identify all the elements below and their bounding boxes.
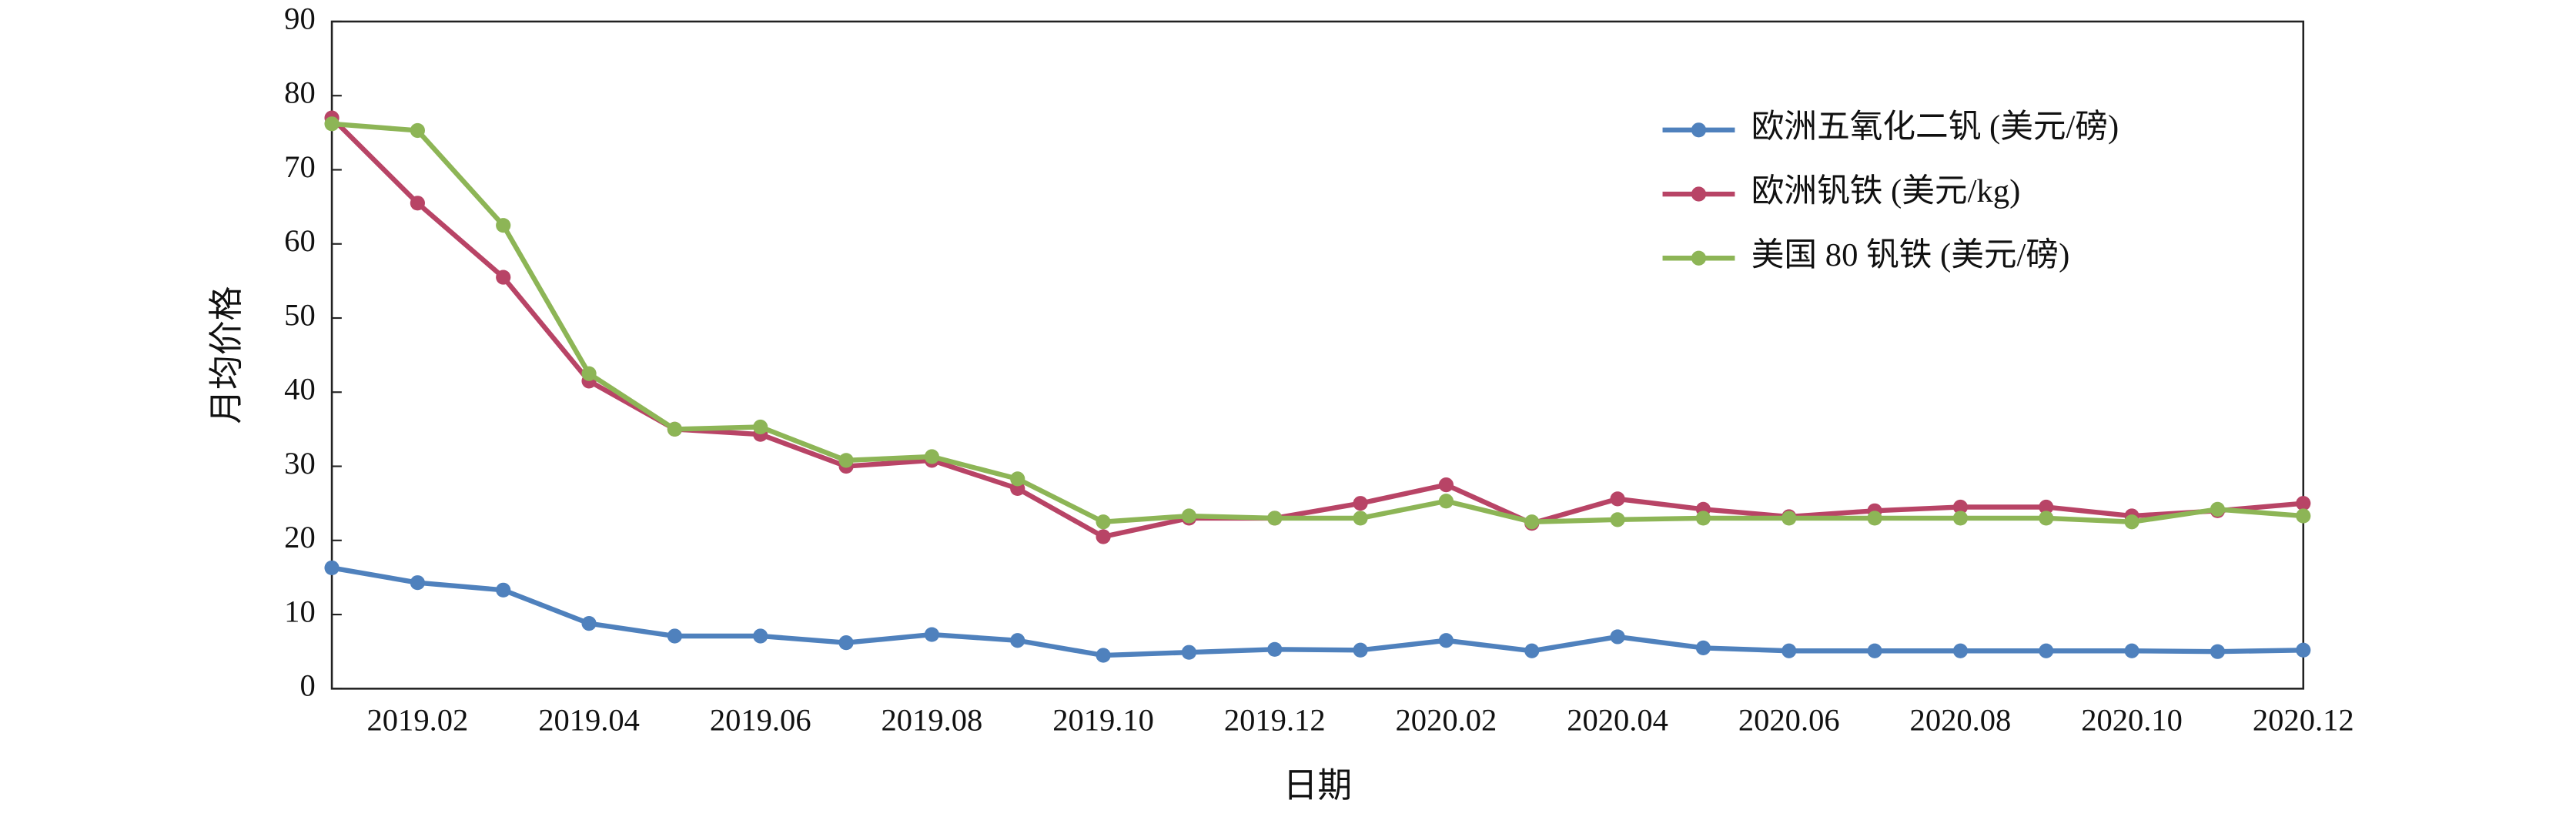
data-point	[1010, 471, 1025, 487]
data-point	[1181, 508, 1197, 524]
x-axis-title: 日期	[1283, 766, 1353, 805]
data-point	[2039, 499, 2054, 515]
data-point	[1010, 633, 1025, 648]
data-point	[667, 421, 682, 437]
data-point	[838, 453, 854, 468]
data-point	[1096, 648, 1111, 663]
data-point	[1867, 511, 1882, 526]
data-point	[1267, 641, 1283, 657]
data-point	[496, 270, 511, 285]
legend-label: 美国 80 钒铁 (美元/磅)	[1751, 236, 2070, 273]
plot-frame	[330, 20, 2305, 690]
data-point	[1610, 629, 1625, 645]
data-point	[1781, 643, 1797, 658]
x-tick-label: 2019.12	[1224, 702, 1326, 737]
data-point	[1096, 514, 1111, 530]
data-point	[1181, 645, 1197, 660]
data-point	[1952, 499, 1969, 515]
legend-marker	[1691, 186, 1707, 202]
x-tick-label: 2019.10	[1052, 702, 1154, 737]
data-point	[1610, 512, 1625, 527]
data-point	[753, 419, 768, 435]
y-tick-label: 70	[284, 149, 316, 184]
data-point	[410, 122, 425, 139]
data-point	[924, 449, 940, 464]
data-point	[1096, 529, 1111, 544]
data-point	[1952, 643, 1969, 658]
y-tick-label: 60	[284, 223, 316, 258]
data-point	[2039, 511, 2054, 526]
x-tick-label: 2019.04	[538, 702, 640, 737]
data-point	[838, 635, 854, 651]
data-point	[1781, 511, 1797, 526]
y-tick-label: 40	[284, 372, 316, 407]
data-point	[1610, 491, 1625, 507]
legend-label: 欧洲钒铁 (美元/kg)	[1751, 173, 2021, 209]
data-point	[581, 616, 597, 631]
data-point	[324, 560, 340, 576]
data-point	[1353, 642, 1368, 658]
data-point	[2124, 514, 2139, 530]
y-tick-label: 30	[284, 446, 316, 480]
legend-marker	[1691, 250, 1707, 266]
data-point	[496, 218, 511, 233]
data-point	[1353, 496, 1368, 511]
data-point	[1695, 640, 1711, 655]
data-point	[324, 116, 340, 132]
x-tick-label: 2019.02	[367, 702, 469, 737]
data-point	[2210, 501, 2226, 517]
y-tick-label: 10	[284, 594, 316, 628]
data-point	[1438, 633, 1454, 648]
x-tick-label: 2020.08	[1910, 702, 2012, 737]
data-point	[2124, 643, 2139, 658]
data-point	[1952, 511, 1969, 526]
y-tick-label: 80	[284, 75, 316, 110]
y-tick-label: 90	[284, 1, 316, 35]
y-tick-label: 0	[299, 668, 315, 703]
data-point	[410, 196, 425, 211]
data-point	[410, 575, 425, 591]
data-point	[753, 628, 768, 644]
x-tick-label: 2020.06	[1738, 702, 1840, 737]
data-point	[1524, 643, 1540, 658]
data-point	[2296, 496, 2311, 511]
data-point	[1695, 511, 1711, 526]
x-tick-label: 2020.12	[2253, 702, 2354, 737]
x-tick-label: 2019.08	[882, 702, 983, 737]
x-tick-label: 2020.04	[1567, 702, 1668, 737]
data-point	[1438, 494, 1454, 509]
data-point	[2039, 643, 2054, 658]
data-point	[2210, 644, 2226, 659]
data-point	[924, 627, 940, 642]
y-tick-label: 20	[284, 520, 316, 554]
data-point	[1267, 511, 1283, 526]
legend-marker	[1691, 122, 1707, 138]
x-tick-label: 2020.10	[2081, 702, 2183, 737]
x-tick-label: 2020.02	[1396, 702, 1497, 737]
data-point	[1353, 511, 1368, 526]
data-point	[2296, 642, 2311, 658]
y-axis-title: 月均价格	[207, 286, 246, 424]
series-line	[331, 121, 2304, 524]
x-tick-label: 2019.06	[710, 702, 811, 737]
legend-label: 欧洲五氧化二钒 (美元/磅)	[1751, 109, 2119, 146]
series-line	[331, 565, 2303, 658]
data-point	[496, 582, 511, 598]
y-tick-label: 50	[284, 297, 316, 332]
data-point	[667, 628, 682, 644]
data-point	[1867, 643, 1882, 658]
data-point	[1524, 514, 1540, 530]
data-point	[581, 366, 597, 381]
data-point	[2296, 508, 2311, 524]
data-point	[1438, 477, 1454, 493]
